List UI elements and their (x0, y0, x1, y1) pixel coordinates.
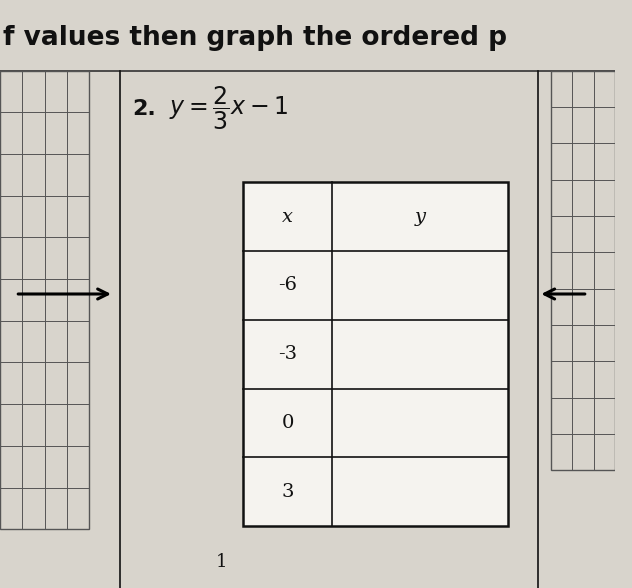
Bar (243, 182, 507, 526)
Text: -3: -3 (278, 345, 297, 363)
Text: $y = \dfrac{2}{3}x-1$: $y = \dfrac{2}{3}x-1$ (169, 85, 289, 132)
Bar (243, 182, 507, 526)
Text: 2.: 2. (132, 99, 156, 119)
Text: y: y (415, 208, 425, 226)
Bar (550, 71, 616, 470)
Text: 0: 0 (281, 414, 294, 432)
Text: f values then graph the ordered p: f values then graph the ordered p (3, 25, 507, 51)
Text: x: x (282, 208, 293, 226)
Text: -6: -6 (278, 276, 297, 295)
Text: 3: 3 (281, 483, 294, 501)
Bar (0, 71, 89, 529)
Text: 1: 1 (216, 553, 228, 570)
